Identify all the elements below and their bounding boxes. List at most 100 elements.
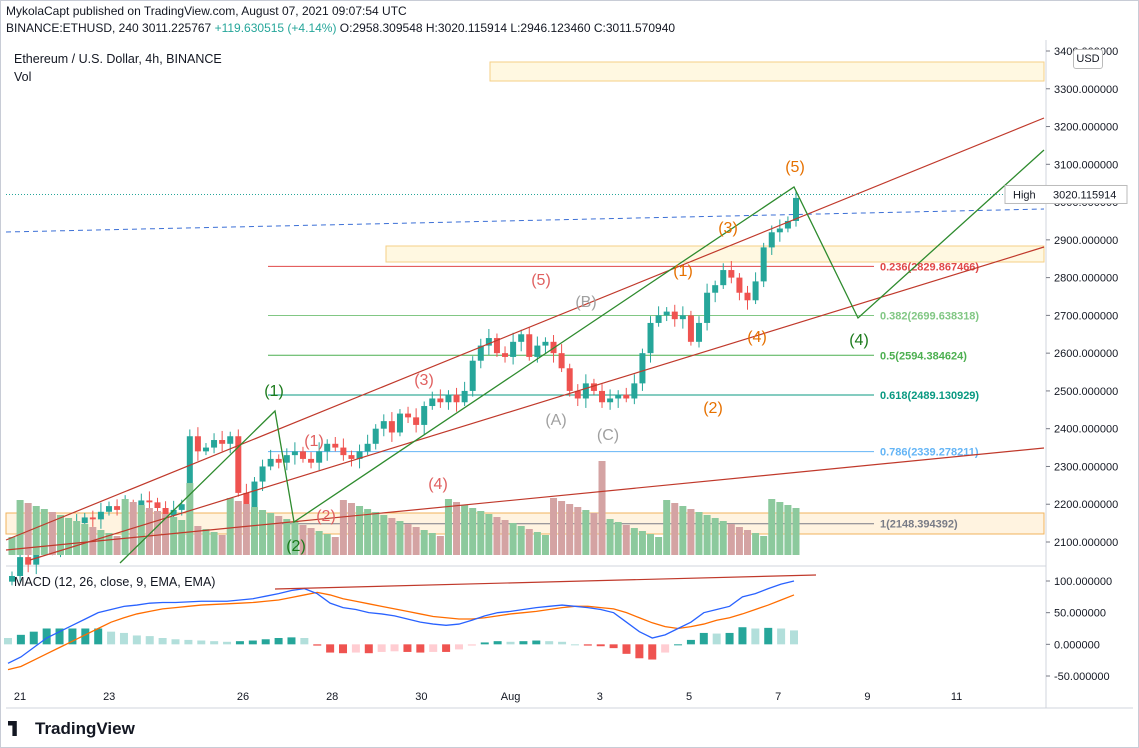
candle-body — [105, 506, 112, 512]
volume-bar — [525, 529, 533, 555]
wave-label: (B) — [575, 294, 596, 311]
currency-button[interactable]: USD — [1073, 49, 1103, 69]
volume-bar — [461, 505, 469, 555]
volume-bar — [170, 517, 178, 555]
candle-body — [696, 322, 703, 342]
macd-histogram-bar — [300, 638, 309, 645]
candle-body — [388, 421, 395, 433]
candle-body — [9, 575, 15, 582]
macd-histogram-bar — [119, 632, 128, 645]
volume-bar — [598, 461, 606, 555]
wave-label: (2) — [316, 508, 336, 525]
candle-body — [429, 398, 436, 407]
candle-body — [340, 447, 347, 456]
candle-body — [413, 417, 420, 425]
tradingview-logo-icon — [8, 721, 17, 736]
candle-body — [623, 394, 630, 399]
volume-bar — [372, 512, 380, 555]
time-tick-label: 26 — [237, 691, 249, 703]
macd-histogram-bar — [545, 641, 554, 645]
open-value: O:2958.309548 — [339, 21, 423, 35]
price-tick-label: 2800.000000 — [1054, 273, 1118, 285]
candle-body — [477, 345, 484, 361]
candle-body — [502, 353, 509, 357]
volume-bar — [65, 518, 73, 555]
volume-bar — [299, 525, 307, 555]
wave-label: (1) — [264, 383, 284, 400]
macd-histogram-bar — [4, 638, 12, 645]
macd-histogram-bar — [132, 635, 141, 645]
candle-body — [631, 383, 638, 399]
candle-body — [679, 315, 686, 320]
high-value: H:3020.115914 — [425, 21, 508, 35]
candle-body — [332, 443, 339, 448]
volume-bar — [453, 502, 461, 555]
volume-bar — [679, 506, 687, 555]
macd-histogram-bar — [42, 628, 51, 645]
price-tick-label: 2200.000000 — [1054, 499, 1118, 511]
macd-histogram-bar — [326, 644, 335, 653]
volume-bar — [566, 504, 574, 555]
macd-histogram-bar — [197, 640, 206, 645]
volume-bar — [614, 522, 622, 555]
candle-body — [728, 270, 735, 278]
volume-bar — [493, 517, 501, 555]
candle-body — [25, 557, 32, 565]
volume-bar — [744, 530, 752, 555]
volume-bar — [404, 524, 412, 555]
fib-level-label: 0.786(2339.278211) — [880, 447, 979, 459]
volume-bar — [396, 521, 404, 555]
candle-body — [510, 341, 517, 357]
volume-bar — [711, 518, 719, 555]
wave-label: (2) — [703, 400, 723, 417]
candle-body — [566, 368, 573, 391]
macd-histogram-bar — [339, 644, 348, 654]
macd-histogram-bar — [712, 633, 721, 645]
fib-level-label: 1(2148.394392) — [880, 519, 958, 531]
candle-body — [283, 455, 290, 463]
candle-body — [235, 436, 242, 493]
candle-body — [736, 277, 743, 293]
macd-histogram-bar — [648, 644, 657, 660]
volume-bar — [73, 521, 81, 555]
price-tick-label: 2300.000000 — [1054, 461, 1118, 473]
publisher-text: MykolaCapt published on TradingView.com,… — [6, 4, 407, 18]
volume-bar — [97, 530, 105, 555]
macd-histogram-bar — [467, 644, 476, 646]
volume-bar — [760, 536, 768, 555]
candle-body — [421, 406, 428, 425]
price-tick-label: 2900.000000 — [1054, 235, 1118, 247]
volume-bar — [250, 507, 258, 555]
macd-tick-label: 0.000000 — [1054, 639, 1100, 651]
macd-histogram-bar — [725, 632, 734, 645]
candle-body — [324, 443, 331, 452]
candle-body — [760, 247, 767, 282]
price-tick-label: 3100.000000 — [1054, 159, 1118, 171]
volume-bar — [784, 505, 792, 555]
macd-histogram-bar — [81, 628, 90, 645]
wave-label: (4) — [849, 332, 869, 349]
close-value: C:3011.570940 — [593, 21, 676, 35]
elliott-wave-path — [119, 149, 1045, 564]
candle-body — [308, 458, 315, 463]
wave-label: (4) — [747, 329, 767, 346]
candle-body — [663, 311, 670, 316]
volume-bar — [315, 531, 323, 555]
volume-bar — [550, 498, 558, 555]
volume-bar — [24, 503, 32, 555]
wave-label: (1) — [304, 433, 324, 450]
candle-body — [744, 292, 751, 301]
tradingview-logo: TradingView — [8, 719, 135, 739]
fib-level-label: 0.5(2594.384624) — [880, 350, 967, 362]
price-tick-label: 2100.000000 — [1054, 537, 1118, 549]
volume-bar — [267, 513, 275, 555]
candle-body — [186, 436, 193, 505]
volume-bar — [574, 507, 582, 555]
candle-body — [267, 458, 274, 467]
macd-histogram-bar — [248, 640, 257, 645]
candle-body — [251, 481, 258, 512]
macd-tick-label: -50.000000 — [1054, 671, 1110, 683]
volume-bar — [735, 527, 743, 555]
macd-histogram-bar — [454, 644, 463, 650]
